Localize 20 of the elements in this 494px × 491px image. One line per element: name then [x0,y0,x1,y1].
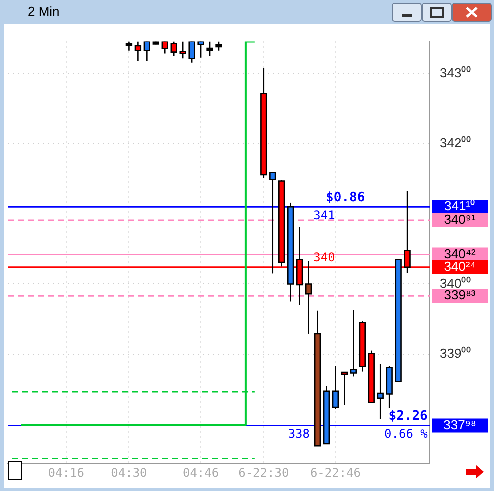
ref-line-label: 340²⁴ [444,258,476,274]
annotation: 338 [288,426,310,441]
y-tick-label: 339⁰⁰ [440,346,472,361]
annotation: 0.66 % [384,426,429,441]
ref-line-label: 337⁹⁸ [444,417,476,432]
annotation: $0.86 [326,190,366,206]
x-tick-label: 04:30 [111,466,148,480]
x-tick-label: 6-22:46 [310,466,362,480]
ref-line-label: 340⁴² [444,246,476,262]
y-tick-label: 343⁰⁰ [440,66,472,81]
ref-line-label: 341¹⁰ [444,198,476,214]
x-tick-label: 04:46 [182,466,220,480]
chart-title: 2 Min [28,4,60,19]
y-tick-label: 342⁰⁰ [440,136,472,151]
annotation: 341 [314,208,336,222]
ref-line-label: 340⁹¹ [444,212,476,228]
x-tick-label: 04:16 [48,466,84,480]
annotation: 340 [314,250,336,265]
x-tick-label: 6-22:30 [238,466,290,480]
annotation: $2.26 [388,409,428,424]
